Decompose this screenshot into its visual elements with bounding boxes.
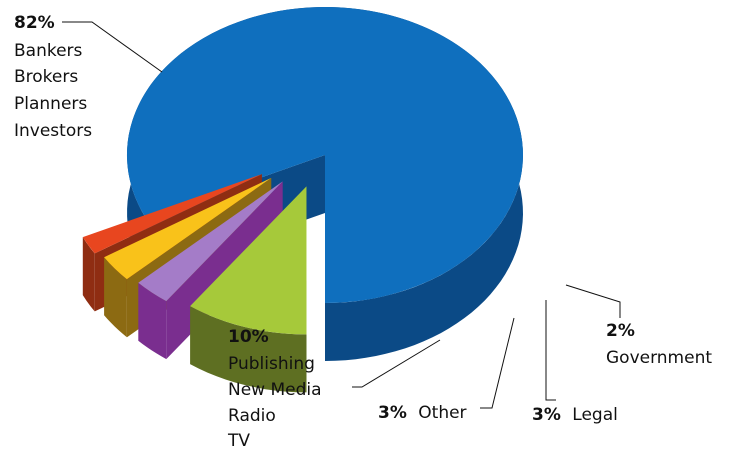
slice-line-government: Government <box>606 348 712 368</box>
slice-side-government <box>82 237 95 312</box>
slices-layer <box>82 7 523 393</box>
slice-label-media: 10% Publishing New Media Radio TV <box>227 327 327 450</box>
slice-line-other: Other <box>418 403 466 423</box>
slice-pct-legal: 3% <box>532 405 561 425</box>
slice-pct-investors: 82% <box>14 13 55 33</box>
leader-line-legal <box>545 300 556 401</box>
slice-pct-other: 3% <box>378 403 407 423</box>
slice-line-publishing: Publishing <box>228 354 315 374</box>
slice-line-brokers: Brokers <box>14 67 78 87</box>
slice-side-other <box>138 282 167 360</box>
pie-slice-media <box>190 186 307 393</box>
slice-side-legal <box>104 257 127 338</box>
slice-line-bankers: Bankers <box>14 41 83 61</box>
slice-line-investors: Investors <box>14 121 92 141</box>
slice-label-government: 2% Government <box>606 321 712 368</box>
slice-line-planners: Planners <box>14 94 87 114</box>
slice-label-other: 3% Other <box>378 403 467 423</box>
slice-line-radio: Radio <box>228 406 276 426</box>
leader-line-investors <box>62 21 163 73</box>
slice-line-tv: TV <box>227 431 250 450</box>
leader-line-other <box>480 317 515 409</box>
slice-top-other <box>138 181 283 302</box>
slice-top-media <box>190 186 307 335</box>
slice-top-government <box>82 174 262 254</box>
slice-line-new-media: New Media <box>228 380 322 400</box>
slice-top-legal <box>104 177 272 280</box>
slice-pct-media: 10% <box>228 327 269 347</box>
slice-pct-government: 2% <box>606 321 635 341</box>
leader-line-media <box>352 339 441 388</box>
slice-side-media <box>190 306 307 393</box>
slice-label-legal: 3% Legal <box>532 405 618 425</box>
slice-label-investors: 82% Bankers Brokers Planners Investors <box>14 13 93 141</box>
leader-line-government <box>565 284 621 318</box>
slice-top-investors <box>126 7 523 304</box>
slice-line-legal: Legal <box>572 405 618 425</box>
